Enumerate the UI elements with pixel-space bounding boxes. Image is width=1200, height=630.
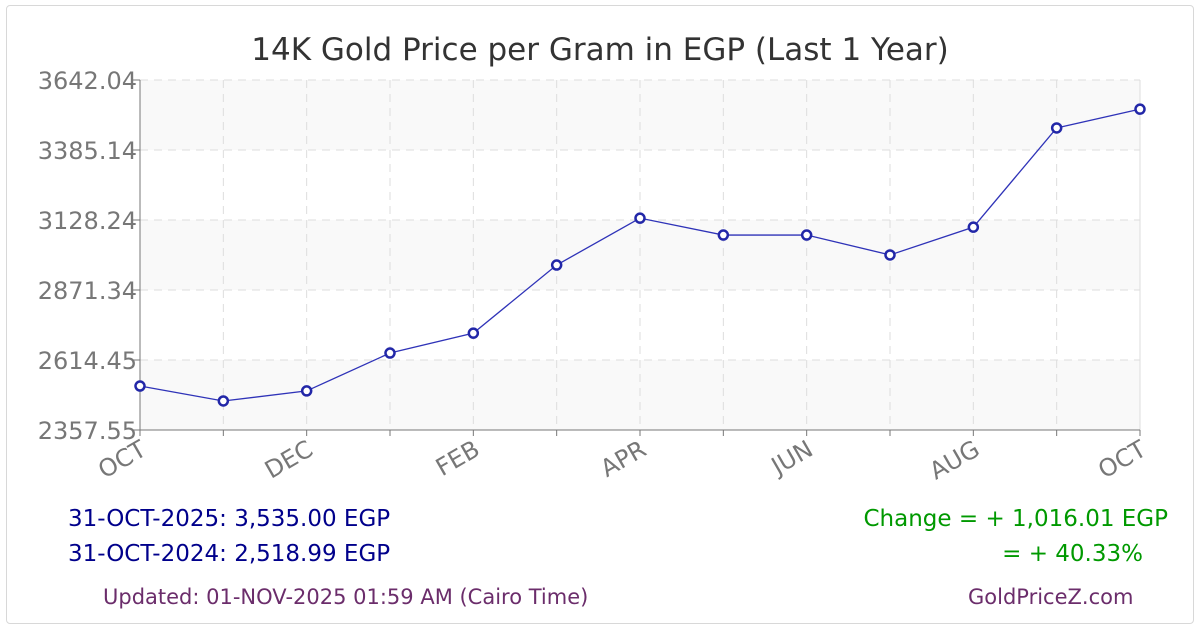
data-point (384, 347, 396, 359)
chart-title: 14K Gold Price per Gram in EGP (Last 1 Y… (251, 32, 949, 68)
x-tick-label: AUG (925, 435, 985, 486)
updated-time: Updated: 01-NOV-2025 01:59 AM (Cairo Tim… (103, 585, 589, 609)
y-tick-label: 3642.04 (38, 67, 137, 95)
change-percent: = + 40.33% (1002, 541, 1143, 567)
y-tick-label: 2357.55 (38, 417, 137, 445)
data-point (967, 221, 980, 233)
x-tick-label: OCT (1093, 435, 1151, 485)
data-point (884, 249, 896, 261)
chart-frame (6, 5, 1194, 624)
x-tick-label: APR (596, 435, 651, 483)
data-point (300, 385, 313, 397)
x-tick-label: DEC (260, 435, 318, 484)
data-point (217, 395, 230, 407)
data-point (1050, 122, 1063, 134)
data-point (550, 259, 563, 271)
data-point (467, 327, 480, 339)
data-point (1134, 103, 1146, 115)
y-tick-label: 2614.45 (38, 347, 137, 375)
change-absolute: Change = + 1,016.01 EGP (863, 506, 1169, 532)
x-tick-label: JUN (765, 435, 818, 482)
previous-price: 31-OCT-2024: 2,518.99 EGP (68, 541, 391, 567)
x-tick-label: FEB (431, 435, 484, 482)
data-point (634, 212, 646, 224)
site-link[interactable]: GoldPriceZ.com (968, 585, 1134, 609)
y-tick-label: 2871.34 (38, 277, 137, 305)
y-tick-label: 3385.14 (38, 137, 137, 165)
y-tick-label: 3128.24 (38, 207, 137, 235)
current-price: 31-OCT-2025: 3,535.00 EGP (68, 506, 391, 532)
data-point (800, 229, 813, 241)
data-point (134, 380, 146, 392)
data-point (717, 229, 730, 241)
